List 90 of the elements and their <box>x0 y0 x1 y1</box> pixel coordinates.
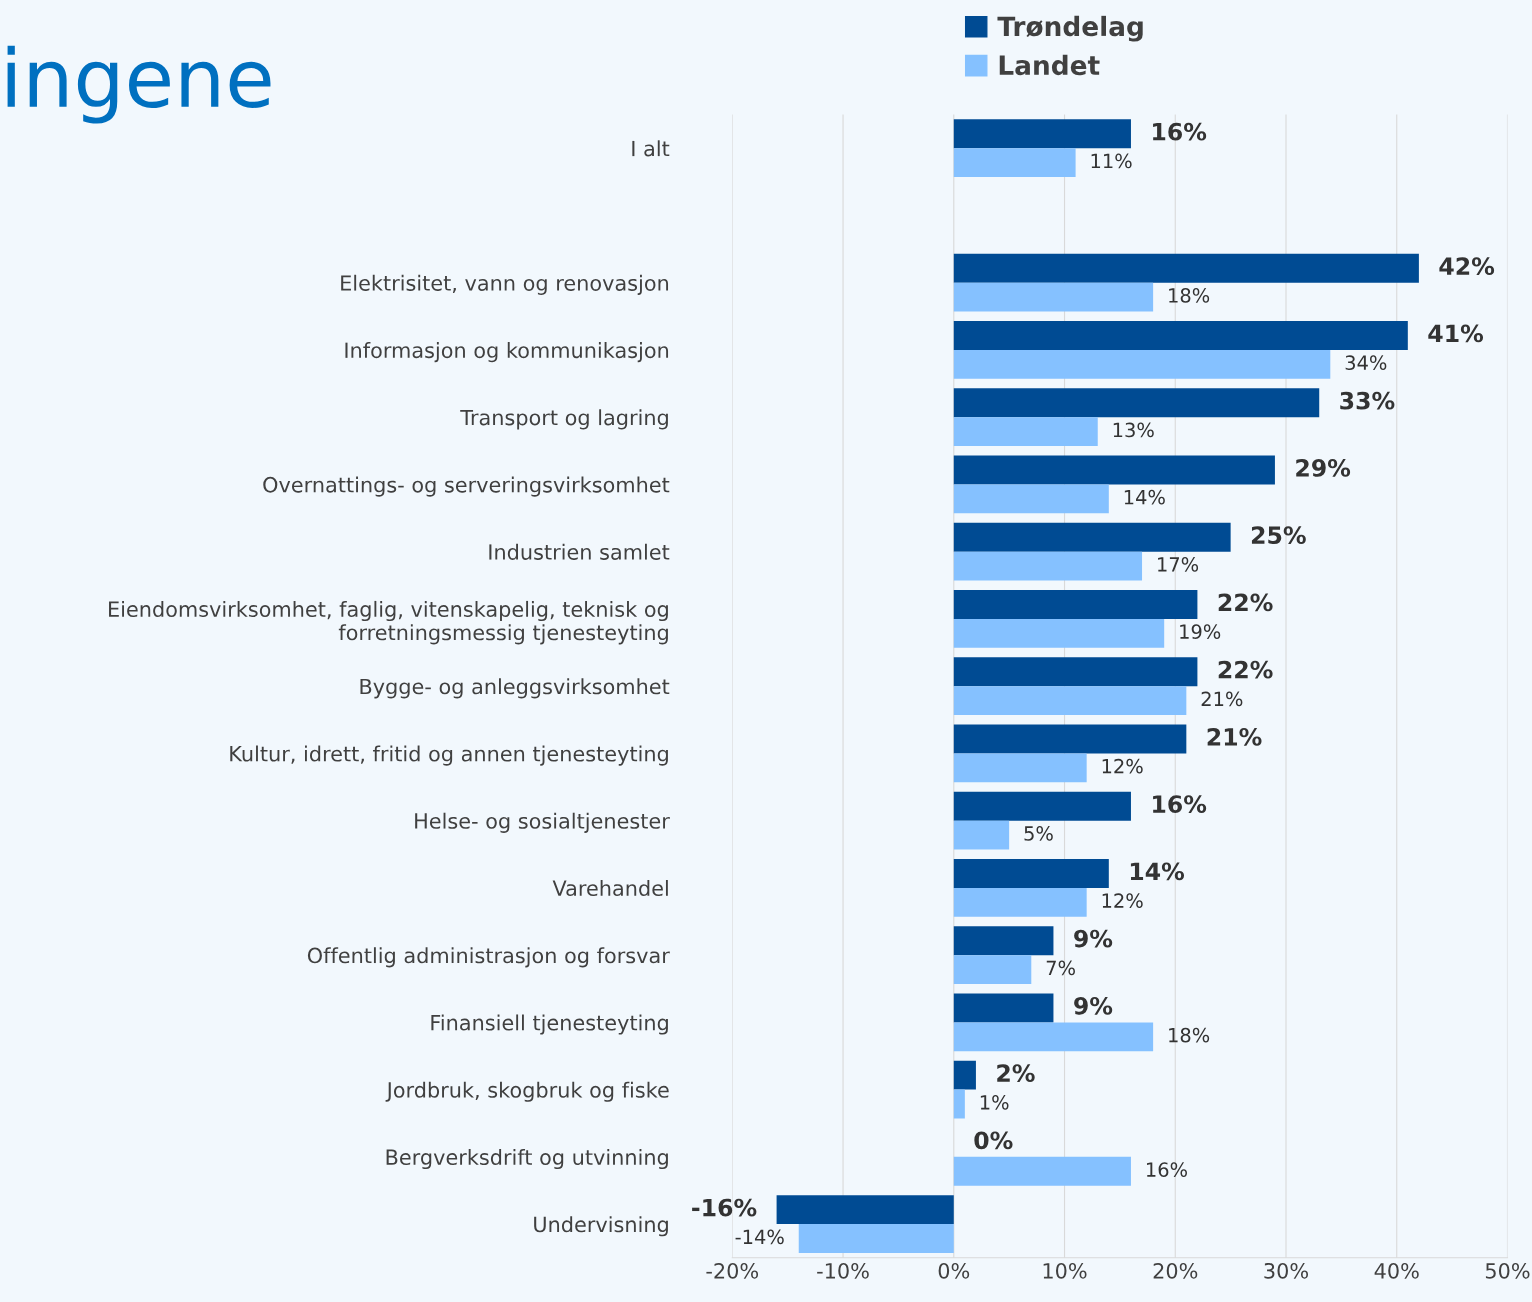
data-label: -16% <box>692 1198 757 1217</box>
data-label: 22% <box>1218 593 1273 612</box>
bar <box>953 791 1131 821</box>
bar <box>953 753 1087 783</box>
data-label: 18% <box>1169 288 1210 303</box>
y-tick-label: Kultur, idrett, fritid og annen tjenesteyting <box>230 745 668 766</box>
bar <box>953 119 1131 149</box>
legend-label: Trøndelag <box>997 15 1143 42</box>
data-label: 13% <box>1113 422 1154 438</box>
data-label: 33% <box>1340 391 1395 410</box>
data-label: 11% <box>1091 153 1132 169</box>
bar <box>953 1156 1131 1186</box>
y-tick-label: Varehandel <box>552 879 668 897</box>
bar <box>953 551 1143 581</box>
bar <box>953 282 1154 312</box>
bar <box>953 589 1198 619</box>
data-label: 2% <box>997 1064 1035 1083</box>
data-label: 7% <box>1046 960 1075 976</box>
data-label: 34% <box>1345 355 1387 371</box>
y-tick-label: Jordbruk, skogbruk og fiske <box>385 1081 669 1102</box>
bar <box>953 1022 1154 1052</box>
data-label: 9% <box>1074 996 1113 1015</box>
x-tick-label: 40% <box>1374 1262 1419 1279</box>
bar <box>953 522 1231 552</box>
chart-title: ingene <box>7 45 271 124</box>
data-label: 18% <box>1169 1027 1210 1043</box>
bar <box>953 724 1187 754</box>
legend-label: Landet <box>999 54 1100 76</box>
data-label: 1% <box>980 1095 1009 1110</box>
data-label: 41% <box>1428 324 1484 343</box>
bar <box>953 657 1198 687</box>
y-tick-label: Overnattings- og serveringsvirksomhet <box>263 476 670 497</box>
data-label: 16% <box>1153 795 1207 814</box>
x-tick-label: -10% <box>817 1262 869 1279</box>
x-tick-label: 0% <box>938 1262 970 1279</box>
bar <box>953 148 1076 178</box>
data-label: 5% <box>1024 826 1053 841</box>
bar <box>953 820 1010 850</box>
x-tick-label: 30% <box>1264 1262 1309 1279</box>
data-label: 25% <box>1251 526 1306 545</box>
y-tick-label: Transport og lagring <box>460 409 668 430</box>
bar <box>953 955 1032 985</box>
bar <box>953 993 1054 1023</box>
y-tick-label: Undervisning <box>534 1216 668 1237</box>
y-tick-label: I alt <box>632 140 670 157</box>
data-label: -14% <box>735 1229 784 1245</box>
data-label: 14% <box>1130 862 1185 881</box>
data-label: 12% <box>1102 758 1143 774</box>
y-tick-label: Offentlig administrasjon og forsvar <box>307 947 670 968</box>
data-label: 9% <box>1074 929 1113 948</box>
bar <box>953 1060 976 1090</box>
bar <box>953 484 1109 514</box>
data-label: 0% <box>974 1131 1013 1150</box>
data-label: 29% <box>1296 458 1351 477</box>
data-label: 22% <box>1218 660 1273 679</box>
data-label: 21% <box>1201 691 1243 707</box>
bar <box>953 1089 965 1119</box>
y-tick-label: Informasjon og kommunikasjon <box>345 342 669 363</box>
data-label: 12% <box>1102 893 1143 908</box>
bar <box>953 858 1109 888</box>
x-tick-label: 10% <box>1043 1262 1087 1279</box>
y-tick-label: Bygge- og anleggsvirksomhet <box>360 678 670 699</box>
bar <box>953 388 1320 418</box>
data-label: 19% <box>1180 624 1221 640</box>
bar <box>953 455 1275 485</box>
data-label: 16% <box>1146 1162 1187 1177</box>
data-label: 21% <box>1207 727 1262 746</box>
bar <box>953 417 1098 447</box>
bar <box>953 321 1408 350</box>
y-tick-label: Finansiell tjenesteyting <box>431 1014 668 1035</box>
bar <box>953 618 1165 648</box>
x-tick-label: 50% <box>1485 1262 1530 1279</box>
y-tick-label: Industrien samlet <box>489 543 670 560</box>
y-tick-label: Bergverksdrift og utvinning <box>386 1148 668 1170</box>
bar <box>953 926 1054 956</box>
bar <box>798 1224 954 1254</box>
data-label: 42% <box>1439 257 1495 276</box>
x-tick-label: -20% <box>706 1262 759 1279</box>
x-tick-label: 20% <box>1153 1262 1198 1279</box>
bar <box>953 253 1419 283</box>
data-label: 14% <box>1124 489 1165 505</box>
data-label: 16% <box>1153 122 1207 141</box>
data-label: 17% <box>1158 557 1199 572</box>
y-tick-label: Elektrisitet, vann og renovasjon <box>341 274 669 295</box>
bar <box>776 1195 954 1225</box>
y-tick-label: Eiendomsvirksomhet, faglig, vitenskapelig, teknisk og forretningsmessig tjenesteyting <box>109 600 668 645</box>
bar <box>953 887 1087 917</box>
bar <box>953 686 1187 716</box>
y-tick-label: Helse- og sosialtjenester <box>415 812 670 833</box>
bar <box>953 349 1331 379</box>
